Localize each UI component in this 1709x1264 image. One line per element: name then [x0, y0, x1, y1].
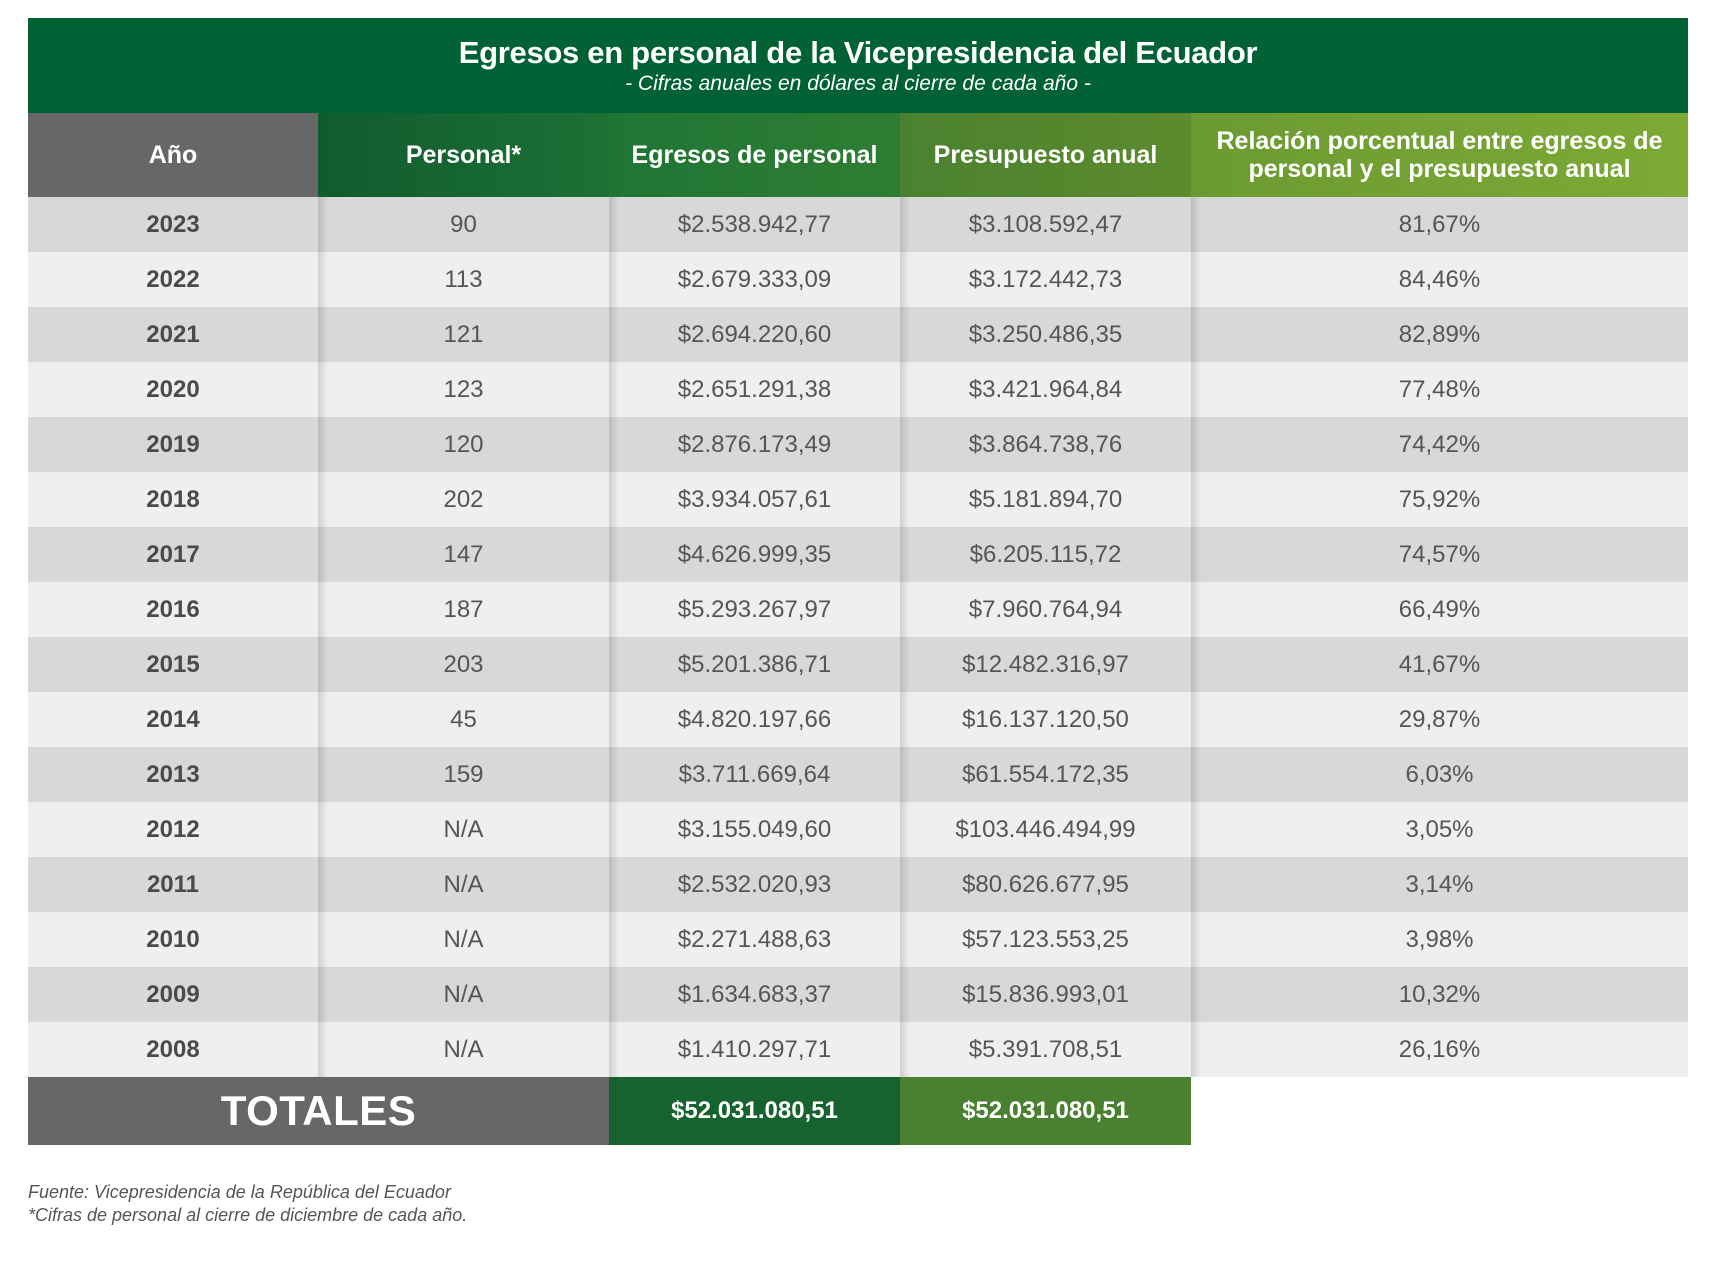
table-cell-presupuesto: $5.181.894,70 [900, 472, 1191, 527]
table-cell-presupuesto: $5.391.708,51 [900, 1022, 1191, 1077]
column-header-relacion: Relación porcentual entre egresos de per… [1191, 113, 1688, 197]
table-cell-presupuesto: $3.108.592,47 [900, 197, 1191, 252]
table-cell-anio: 2022 [28, 252, 318, 307]
table-cell-relacion: 6,03% [1191, 747, 1688, 802]
table-cell-presupuesto: $7.960.764,94 [900, 582, 1191, 637]
column-header-anio: Año [28, 113, 318, 197]
footer: Fuente: Vicepresidencia de la República … [28, 1181, 1688, 1227]
table-cell-personal: N/A [318, 802, 609, 857]
table-cell-anio: 2018 [28, 472, 318, 527]
table-cell-anio: 2017 [28, 527, 318, 582]
table-cell-presupuesto: $15.836.993,01 [900, 967, 1191, 1022]
table-cell-personal: N/A [318, 1022, 609, 1077]
table-cell-anio: 2016 [28, 582, 318, 637]
table-cell-personal: 203 [318, 637, 609, 692]
table-cell-anio: 2009 [28, 967, 318, 1022]
table-cell-presupuesto: $80.626.677,95 [900, 857, 1191, 912]
table-cell-personal: 187 [318, 582, 609, 637]
table-cell-egresos: $1.410.297,71 [609, 1022, 900, 1077]
table-cell-relacion: 3,05% [1191, 802, 1688, 857]
table-cell-relacion: 66,49% [1191, 582, 1688, 637]
table-cell-relacion: 75,92% [1191, 472, 1688, 527]
table-cell-personal: 121 [318, 307, 609, 362]
table-cell-egresos: $3.711.669,64 [609, 747, 900, 802]
table-cell-presupuesto: $12.482.316,97 [900, 637, 1191, 692]
column-header-egresos: Egresos de personal [609, 113, 900, 197]
table-cell-personal: 120 [318, 417, 609, 472]
table-cell-egresos: $2.679.333,09 [609, 252, 900, 307]
table-cell-presupuesto: $16.137.120,50 [900, 692, 1191, 747]
table-cell-personal: N/A [318, 857, 609, 912]
table-cell-relacion: 3,14% [1191, 857, 1688, 912]
table-cell-anio: 2019 [28, 417, 318, 472]
table-cell-presupuesto: $3.250.486,35 [900, 307, 1191, 362]
table-cell-anio: 2015 [28, 637, 318, 692]
table-cell-egresos: $4.820.197,66 [609, 692, 900, 747]
table-cell-personal: N/A [318, 912, 609, 967]
table-cell-relacion: 82,89% [1191, 307, 1688, 362]
table-cell-egresos: $5.201.386,71 [609, 637, 900, 692]
table-cell-presupuesto: $57.123.553,25 [900, 912, 1191, 967]
table-cell-relacion: 74,42% [1191, 417, 1688, 472]
table-cell-egresos: $2.876.173,49 [609, 417, 900, 472]
table-cell-anio: 2020 [28, 362, 318, 417]
table-cell-anio: 2013 [28, 747, 318, 802]
table-cell-egresos: $2.694.220,60 [609, 307, 900, 362]
table-cell-personal: 202 [318, 472, 609, 527]
table-infographic: Egresos en personal de la Vicepresidenci… [28, 18, 1688, 1227]
table-cell-presupuesto: $3.421.964,84 [900, 362, 1191, 417]
table-cell-anio: 2011 [28, 857, 318, 912]
table-cell-presupuesto: $103.446.494,99 [900, 802, 1191, 857]
table-cell-personal: 123 [318, 362, 609, 417]
table-cell-anio: 2023 [28, 197, 318, 252]
table-cell-anio: 2008 [28, 1022, 318, 1077]
table-cell-relacion: 84,46% [1191, 252, 1688, 307]
table-cell-egresos: $2.532.020,93 [609, 857, 900, 912]
table-cell-egresos: $3.155.049,60 [609, 802, 900, 857]
table-cell-presupuesto: $6.205.115,72 [900, 527, 1191, 582]
table-cell-egresos: $2.271.488,63 [609, 912, 900, 967]
table-cell-anio: 2010 [28, 912, 318, 967]
data-table: Año Personal* Egresos de personal Presup… [28, 113, 1688, 1077]
table-cell-relacion: 77,48% [1191, 362, 1688, 417]
column-header-personal: Personal* [318, 113, 609, 197]
table-cell-personal: 113 [318, 252, 609, 307]
table-cell-personal: N/A [318, 967, 609, 1022]
totals-label: TOTALES [28, 1077, 609, 1145]
table-cell-presupuesto: $3.172.442,73 [900, 252, 1191, 307]
source-note: Fuente: Vicepresidencia de la República … [28, 1182, 451, 1202]
table-cell-anio: 2021 [28, 307, 318, 362]
table-cell-relacion: 74,57% [1191, 527, 1688, 582]
table-cell-relacion: 29,87% [1191, 692, 1688, 747]
table-cell-personal: 147 [318, 527, 609, 582]
table-cell-relacion: 10,32% [1191, 967, 1688, 1022]
table-cell-egresos: $2.651.291,38 [609, 362, 900, 417]
table-cell-relacion: 3,98% [1191, 912, 1688, 967]
totals-row: TOTALES $52.031.080,51 $52.031.080,51 [28, 1077, 1688, 1145]
personal-footnote: *Cifras de personal al cierre de diciemb… [28, 1205, 468, 1225]
table-cell-relacion: 26,16% [1191, 1022, 1688, 1077]
table-cell-egresos: $3.934.057,61 [609, 472, 900, 527]
table-cell-anio: 2012 [28, 802, 318, 857]
table-cell-egresos: $2.538.942,77 [609, 197, 900, 252]
title-bar: Egresos en personal de la Vicepresidenci… [28, 18, 1688, 113]
table-cell-relacion: 41,67% [1191, 637, 1688, 692]
totals-egresos: $52.031.080,51 [609, 1077, 900, 1145]
chart-title: Egresos en personal de la Vicepresidenci… [458, 34, 1258, 70]
column-header-presupuesto: Presupuesto anual [900, 113, 1191, 197]
chart-subtitle: - Cifras anuales en dólares al cierre de… [625, 71, 1091, 95]
table-cell-anio: 2014 [28, 692, 318, 747]
table-cell-personal: 45 [318, 692, 609, 747]
table-cell-egresos: $4.626.999,35 [609, 527, 900, 582]
table-cell-personal: 159 [318, 747, 609, 802]
totals-presupuesto: $52.031.080,51 [900, 1077, 1191, 1145]
table-cell-presupuesto: $61.554.172,35 [900, 747, 1191, 802]
table-cell-egresos: $5.293.267,97 [609, 582, 900, 637]
table-cell-relacion: 81,67% [1191, 197, 1688, 252]
table-cell-personal: 90 [318, 197, 609, 252]
table-cell-egresos: $1.634.683,37 [609, 967, 900, 1022]
table-cell-presupuesto: $3.864.738,76 [900, 417, 1191, 472]
